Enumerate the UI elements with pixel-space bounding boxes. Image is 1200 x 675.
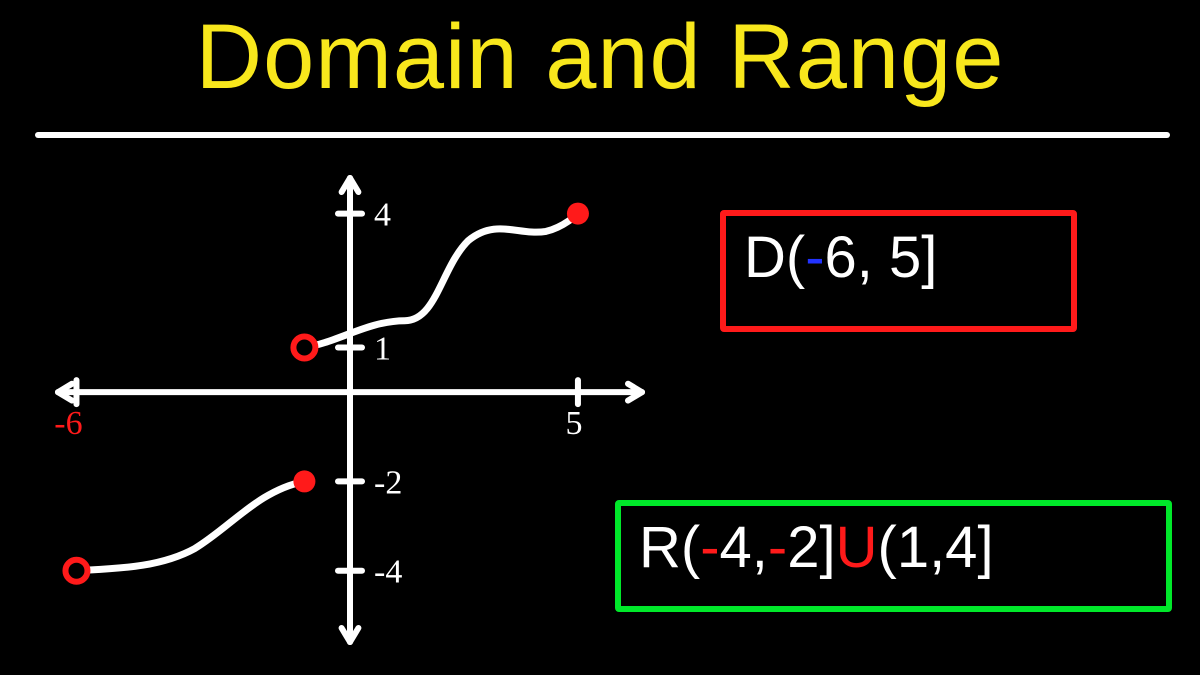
expr-segment: 4, <box>720 515 768 580</box>
axis-label: 1 <box>374 331 391 368</box>
expr-segment: - <box>700 515 719 580</box>
page-title: Domain and Range <box>0 5 1200 110</box>
endpoint-closed <box>567 203 589 225</box>
expr-prefix: D( <box>744 225 805 290</box>
expr-segment: - <box>768 515 787 580</box>
domain-box: D(-6, 5] <box>720 210 1077 332</box>
expr-segment: 6, 5] <box>825 225 938 290</box>
expr-segment: (1,4] <box>878 515 994 580</box>
range-expression: R(-4,-2]U(1,4] <box>621 506 1166 589</box>
title-underline <box>35 132 1170 138</box>
expr-prefix: R( <box>639 515 700 580</box>
curve-segment <box>304 214 578 348</box>
endpoint-open <box>293 337 315 359</box>
expr-segment: - <box>805 225 824 290</box>
expr-segment: 2] <box>787 515 835 580</box>
graph-plot: -6 5 4 1 -2 -4 <box>40 160 660 660</box>
domain-expression: D(-6, 5] <box>726 216 1071 299</box>
axis-label: -2 <box>374 464 402 501</box>
axis-label: 5 <box>565 405 582 442</box>
axis-label: 4 <box>374 197 391 234</box>
endpoint-closed <box>293 470 315 492</box>
axis-label: -6 <box>54 405 82 442</box>
endpoint-open <box>65 560 87 582</box>
expr-segment: U <box>836 515 878 580</box>
axis-label: -4 <box>374 554 402 591</box>
range-box: R(-4,-2]U(1,4] <box>615 500 1172 612</box>
curve-segment <box>77 481 305 570</box>
